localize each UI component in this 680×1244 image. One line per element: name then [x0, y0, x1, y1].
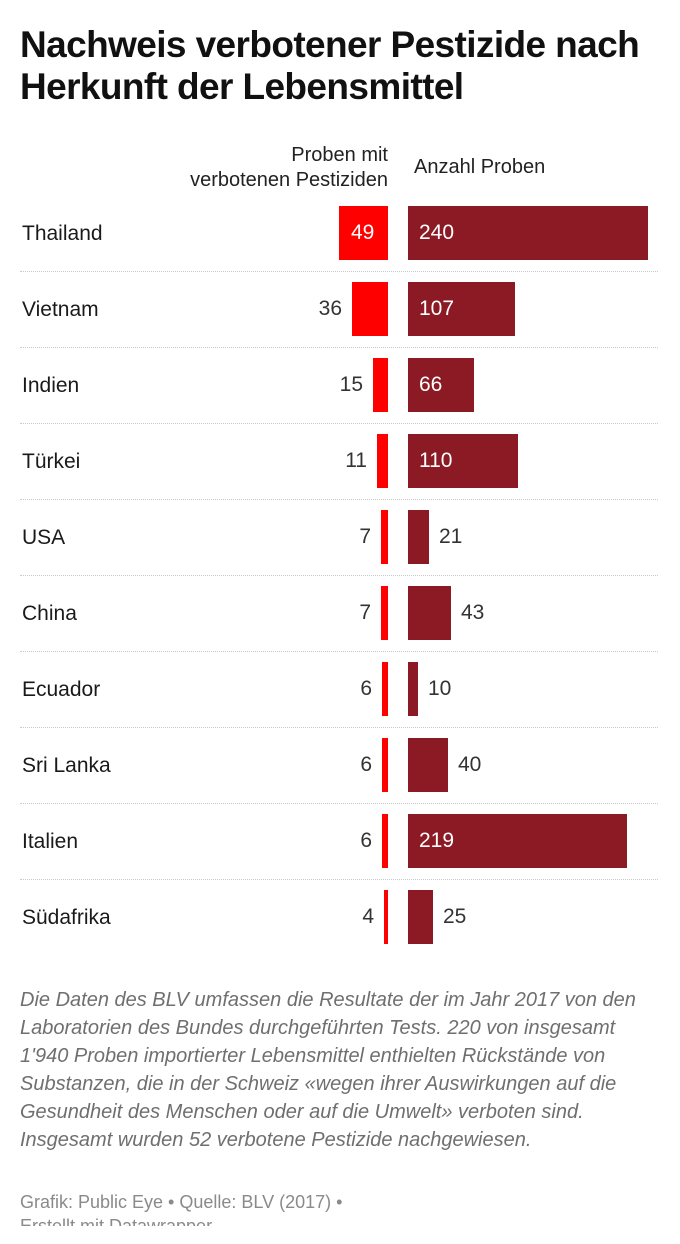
- row-divider: [20, 575, 658, 576]
- bar-chart: Thailand 49 240 Vietnam 36 107 Indien 15 66 Türke…: [0, 196, 680, 956]
- category-label: Italien: [22, 830, 79, 853]
- total-samples-value: 25: [443, 905, 467, 928]
- banned-samples-bar: [382, 662, 388, 716]
- total-samples-bar: [408, 282, 515, 336]
- total-samples-value: 10: [428, 677, 452, 700]
- total-samples-value: 107: [419, 297, 455, 320]
- category-label: Türkei: [22, 450, 81, 473]
- table-row: Türkei 11 110: [0, 424, 680, 500]
- banned-samples-value: 36: [318, 297, 342, 320]
- banned-samples-value: 11: [345, 449, 367, 472]
- total-samples-bar: [408, 206, 648, 260]
- banned-samples-value: 15: [339, 373, 363, 396]
- banned-samples-bar: [382, 814, 388, 868]
- total-samples-value: 21: [439, 525, 463, 548]
- banned-samples-bar: [381, 510, 388, 564]
- total-samples-bar: [408, 662, 418, 716]
- chart-credit: Erstellt mit Datawrapper: [20, 1216, 213, 1226]
- total-samples-bar: [408, 586, 451, 640]
- row-divider: [20, 347, 658, 348]
- table-row: Italien 6 219: [0, 804, 680, 880]
- total-samples-value: 43: [461, 601, 485, 624]
- table-row: Indien 15 66: [0, 348, 680, 424]
- table-row: Thailand 49 240: [0, 196, 680, 272]
- banned-samples-bar: [382, 738, 388, 792]
- total-samples-bar: [408, 358, 474, 412]
- table-row: China 7 43: [0, 576, 680, 652]
- total-samples-bar: [408, 890, 433, 944]
- total-samples-value: 240: [419, 221, 455, 244]
- column-header-banned-line1: Proben mit: [291, 144, 388, 166]
- category-label: Ecuador: [22, 678, 101, 701]
- category-label: China: [22, 602, 77, 625]
- banned-samples-bar: [384, 890, 388, 944]
- total-samples-value: 219: [419, 829, 455, 852]
- table-row: Ecuador 6 10: [0, 652, 680, 728]
- banned-samples-bar: [377, 434, 388, 488]
- banned-samples-value: 49: [351, 221, 375, 244]
- total-samples-value: 66: [419, 373, 443, 396]
- row-divider: [20, 727, 658, 728]
- banned-samples-value: 6: [360, 753, 372, 776]
- row-divider: [20, 803, 658, 804]
- column-header-banned: Proben mit verbotenen Pestiziden: [190, 143, 388, 193]
- banned-samples-value: 7: [359, 525, 371, 548]
- banned-samples-bar: [373, 358, 388, 412]
- banned-samples-value: 4: [362, 905, 374, 928]
- table-row: Südafrika 4 25: [0, 880, 680, 956]
- category-label: Südafrika: [22, 906, 111, 929]
- banned-samples-bar: [339, 206, 388, 260]
- column-header-banned-line2: verbotenen Pestiziden: [190, 169, 388, 191]
- total-samples-bar: [408, 510, 429, 564]
- banned-samples-value: 7: [359, 601, 371, 624]
- banned-samples-bar: [352, 282, 388, 336]
- column-header-total: Anzahl Proben: [414, 156, 546, 178]
- row-divider: [20, 499, 658, 500]
- category-label: USA: [22, 526, 66, 549]
- table-row: Vietnam 36 107: [0, 272, 680, 348]
- row-divider: [20, 879, 658, 880]
- row-divider: [20, 423, 658, 424]
- category-label: Sri Lanka: [22, 754, 111, 777]
- chart-source: Grafik: Public Eye • Quelle: BLV (2017) …: [20, 1192, 343, 1212]
- category-label: Thailand: [22, 222, 103, 245]
- row-divider: [20, 651, 658, 652]
- row-divider: [20, 271, 658, 272]
- banned-samples-bar: [381, 586, 388, 640]
- total-samples-value: 110: [419, 449, 453, 472]
- banned-samples-value: 6: [360, 677, 372, 700]
- table-row: Sri Lanka 6 40: [0, 728, 680, 804]
- total-samples-bar: [408, 738, 448, 792]
- table-row: USA 7 21: [0, 500, 680, 576]
- total-samples-bar: [408, 814, 627, 868]
- banned-samples-value: 6: [360, 829, 372, 852]
- chart-note: Die Daten des BLV umfassen die Resultate…: [20, 989, 636, 1151]
- category-label: Indien: [22, 374, 80, 397]
- total-samples-value: 40: [458, 753, 482, 776]
- category-label: Vietnam: [22, 298, 99, 321]
- total-samples-bar: [408, 434, 518, 488]
- chart-title: Nachweis verbotener Pestizide nach Herku…: [20, 24, 640, 107]
